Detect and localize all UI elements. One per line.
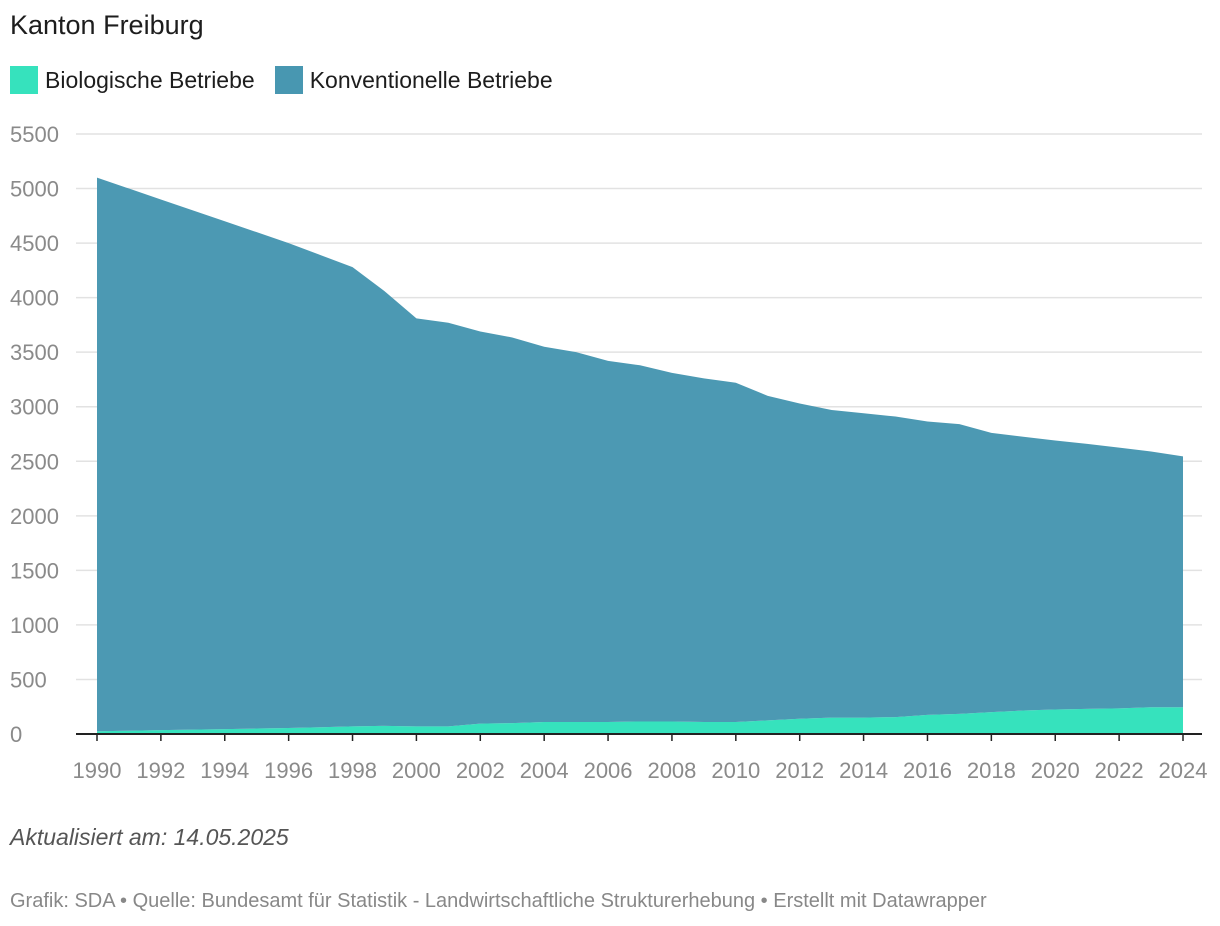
chart-title: Kanton Freiburg xyxy=(10,10,204,40)
y-tick-label-2000: 2000 xyxy=(10,504,59,529)
y-tick-label-4500: 4500 xyxy=(10,231,59,256)
updated-note: Aktualisiert am: 14.05.2025 xyxy=(10,824,289,850)
y-tick-label-3000: 3000 xyxy=(10,395,59,420)
legend-label-biologische: Biologische Betriebe xyxy=(45,66,255,93)
x-tick-label-1996: 1996 xyxy=(264,758,313,783)
y-tick-label-1000: 1000 xyxy=(10,613,59,638)
y-tick-label-3500: 3500 xyxy=(10,340,59,365)
source-credits: Grafik: SDA • Quelle: Bundesamt für Stat… xyxy=(10,890,987,912)
x-tick-label-2006: 2006 xyxy=(584,758,633,783)
x-tick-label-2000: 2000 xyxy=(392,758,441,783)
legend: Biologische Betriebe Konventionelle Betr… xyxy=(10,66,573,94)
x-tick-label-2012: 2012 xyxy=(775,758,824,783)
x-tick-label-1994: 1994 xyxy=(200,758,249,783)
legend-swatch-konventionelle xyxy=(274,66,303,94)
area-biologische-betriebe xyxy=(97,707,1183,734)
x-tick-label-2002: 2002 xyxy=(456,758,505,783)
y-tick-label-500: 500 xyxy=(10,667,47,692)
y-tick-label-4000: 4000 xyxy=(10,286,59,311)
x-tick-label-1990: 1990 xyxy=(73,758,122,783)
x-tick-label-2014: 2014 xyxy=(839,758,888,783)
legend-label-konventionelle: Konventionelle Betriebe xyxy=(309,66,553,93)
x-tick-label-2004: 2004 xyxy=(520,758,569,783)
legend-swatch-biologische xyxy=(10,66,38,94)
legend-item-konventionelle: Konventionelle Betriebe xyxy=(274,66,553,94)
area-konventionelle-betriebe xyxy=(97,177,1183,732)
x-tick-label-2018: 2018 xyxy=(967,758,1016,783)
x-tick-label-2008: 2008 xyxy=(647,758,696,783)
y-tick-label-5000: 5000 xyxy=(10,177,59,202)
x-tick-label-1992: 1992 xyxy=(136,758,185,783)
x-tick-label-2020: 2020 xyxy=(1031,758,1080,783)
legend-item-biologische: Biologische Betriebe xyxy=(10,66,255,94)
x-tick-label-1998: 1998 xyxy=(328,758,377,783)
y-tick-label-1500: 1500 xyxy=(10,558,59,583)
y-tick-label-5500: 5500 xyxy=(10,122,59,147)
y-tick-label-0: 0 xyxy=(10,722,22,747)
area-chart: 0 500 1000 1500 2000 2500 3000 3500 4000 4500 5000… xyxy=(10,122,1208,783)
y-tick-label-2500: 2500 xyxy=(10,449,59,474)
x-tick-label-2016: 2016 xyxy=(903,758,952,783)
x-tick-label-2010: 2010 xyxy=(711,758,760,783)
x-tick-label-2024: 2024 xyxy=(1159,758,1208,783)
x-tick-label-2022: 2022 xyxy=(1095,758,1144,783)
